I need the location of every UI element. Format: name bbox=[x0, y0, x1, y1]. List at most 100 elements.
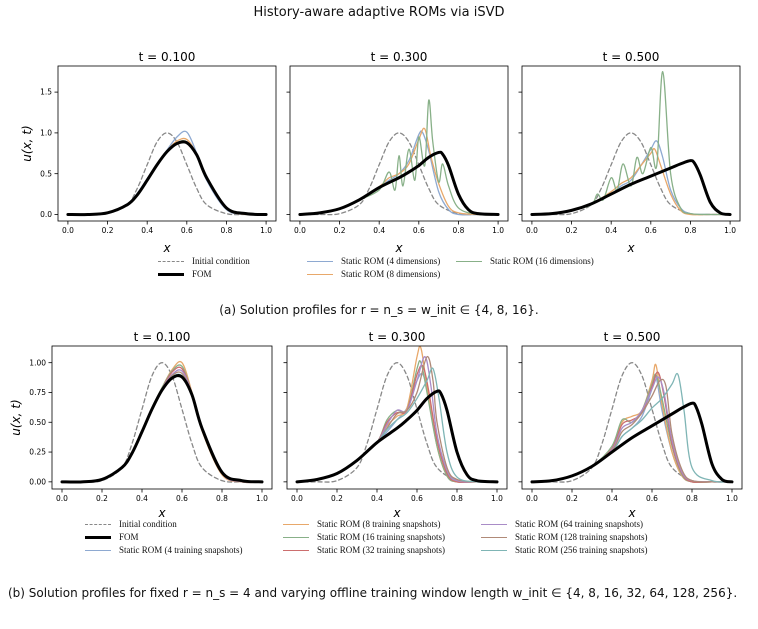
subplot-title: t = 0.500 bbox=[604, 330, 661, 344]
series-line-fom bbox=[530, 159, 732, 216]
series-line-static-rom-16-dimensions bbox=[299, 99, 499, 216]
legend-entry: Static ROM (64 training snapshots) bbox=[481, 519, 643, 529]
x-tick-label: 0.8 bbox=[451, 494, 463, 503]
series-line-fom bbox=[60, 374, 264, 484]
legend-row-a: Initial condition FOM Static ROM (4 dimens… bbox=[0, 254, 758, 284]
series-line-static-rom-32-training-snapshots bbox=[61, 366, 263, 484]
y-axis-label: u(x, t) bbox=[20, 125, 34, 161]
series-line-static-rom-16-training-snapshots bbox=[296, 360, 498, 483]
subplot-a-2: 0.0 0.2 0.4 0.6 0.8 1.0 t = 0.300 x bbox=[286, 50, 509, 255]
legend-label: Static ROM (256 training snapshots) bbox=[515, 545, 648, 555]
series-line-initial-condition bbox=[61, 362, 263, 483]
legend-entry: Initial condition bbox=[85, 519, 177, 529]
x-axis-label: x bbox=[627, 506, 636, 520]
x-tick-label: 0.4 bbox=[141, 226, 153, 235]
axes-frame bbox=[289, 65, 509, 222]
subplot-b-1: 0.0 0.2 0.4 0.6 0.8 1.0 0.00 0.25 0.50 0.75 1.00 t … bbox=[9, 330, 273, 520]
x-axis-label: x bbox=[392, 506, 401, 520]
legend-entry: FOM bbox=[158, 269, 212, 279]
legend-entry: Static ROM (8 dimensions) bbox=[307, 269, 440, 279]
subplot-b-2: 0.0 0.2 0.4 0.6 0.8 1.0 t = 0.300 x bbox=[283, 330, 508, 520]
legend-swatch bbox=[307, 273, 333, 275]
legend-label: FOM bbox=[192, 269, 212, 279]
legend-label: Static ROM (8 training snapshots) bbox=[317, 519, 441, 529]
series-line-initial-condition bbox=[299, 132, 499, 216]
x-tick-label: 0.4 bbox=[606, 494, 618, 503]
x-tick-label: 0.2 bbox=[96, 494, 108, 503]
series-line-static-rom-4-dimensions bbox=[299, 130, 499, 216]
series-line-static-rom-256-training-snapshots bbox=[296, 367, 498, 483]
legend-swatch bbox=[481, 523, 507, 525]
legend-label: FOM bbox=[119, 532, 139, 542]
x-tick-label: 0.6 bbox=[645, 226, 657, 235]
legend-swatch bbox=[481, 536, 507, 538]
series-line-fom bbox=[295, 389, 499, 484]
axes-frame bbox=[521, 345, 743, 490]
x-tick-label: 0.0 bbox=[526, 226, 538, 235]
x-tick-label: 0.2 bbox=[334, 226, 346, 235]
axes-frame bbox=[57, 65, 277, 222]
x-tick-label: 0.0 bbox=[62, 226, 74, 235]
y-tick-label: 1.0 bbox=[40, 128, 52, 137]
series-line-static-rom-16-training-snapshots bbox=[61, 364, 263, 484]
x-tick-label: 0.8 bbox=[216, 494, 228, 503]
legend-row-b: Initial condition FOM Static ROM (4 traini… bbox=[0, 517, 758, 561]
legend-entry: Static ROM (4 training snapshots) bbox=[85, 545, 243, 555]
x-tick-label: 1.0 bbox=[724, 226, 736, 235]
axes-frame bbox=[286, 345, 508, 490]
y-tick-label: 0.00 bbox=[29, 477, 46, 486]
axes-frame bbox=[521, 65, 741, 222]
y-tick-label: 1.00 bbox=[29, 358, 46, 367]
y-tick-label: 0.75 bbox=[29, 388, 46, 397]
legend-swatch bbox=[158, 260, 184, 262]
x-tick-label: 0.4 bbox=[373, 226, 385, 235]
legend-swatch bbox=[456, 260, 482, 262]
legend-label: Static ROM (64 training snapshots) bbox=[515, 519, 643, 529]
x-tick-label: 1.0 bbox=[491, 494, 503, 503]
legend-entry: Static ROM (16 dimensions) bbox=[456, 256, 594, 266]
x-tick-label: 0.4 bbox=[605, 226, 617, 235]
series-line-static-rom-8-training-snapshots bbox=[61, 360, 263, 484]
legend-label: Initial condition bbox=[192, 256, 250, 266]
x-tick-label: 0.6 bbox=[181, 226, 193, 235]
x-axis-label: x bbox=[162, 241, 171, 255]
x-tick-label: 0.2 bbox=[566, 226, 578, 235]
x-tick-label: 0.8 bbox=[220, 226, 232, 235]
series-line-fom bbox=[530, 401, 734, 484]
y-tick-label: 1.5 bbox=[40, 88, 52, 97]
legend-entry: Static ROM (16 training snapshots) bbox=[283, 532, 445, 542]
series-line-fom bbox=[298, 150, 500, 216]
subplot-title: t = 0.300 bbox=[371, 50, 428, 64]
x-tick-label: 0.6 bbox=[413, 226, 425, 235]
legend-swatch bbox=[283, 523, 309, 525]
x-tick-label: 0.8 bbox=[684, 226, 696, 235]
y-tick-label: 0.5 bbox=[40, 169, 52, 178]
caption-b: (b) Solution profiles for fixed r = n_s … bbox=[8, 586, 738, 600]
subplot-title: t = 0.100 bbox=[139, 50, 196, 64]
legend-entry: Static ROM (256 training snapshots) bbox=[481, 545, 648, 555]
x-tick-label: 0.8 bbox=[686, 494, 698, 503]
legend-entry: Static ROM (4 dimensions) bbox=[307, 256, 440, 266]
legend-entry: Static ROM (8 training snapshots) bbox=[283, 519, 441, 529]
subplot-a-3: 0.0 0.2 0.4 0.6 0.8 1.0 t = 0.500 x bbox=[518, 50, 741, 255]
figure-title: History-aware adaptive ROMs via iSVD bbox=[253, 5, 505, 20]
subplot-a-1: 0.0 0.2 0.4 0.6 0.8 1.0 0.0 0.5 1.0 1.5 t = 0.100 x… bbox=[20, 50, 277, 255]
series-line-initial-condition bbox=[531, 132, 731, 216]
x-tick-label: 1.0 bbox=[726, 494, 738, 503]
legend-swatch bbox=[307, 260, 333, 262]
x-tick-label: 0.6 bbox=[176, 494, 188, 503]
x-tick-label: 0.0 bbox=[56, 494, 68, 503]
legend-swatch bbox=[85, 523, 111, 525]
caption-a: (a) Solution profiles for r = n_s = w_in… bbox=[219, 303, 539, 317]
subplot-title: t = 0.500 bbox=[603, 50, 660, 64]
legend-swatch bbox=[481, 549, 507, 551]
series-line-static-rom-32-training-snapshots bbox=[296, 364, 498, 484]
x-axis-label: x bbox=[394, 241, 403, 255]
legend-label: Static ROM (8 dimensions) bbox=[341, 269, 441, 279]
y-tick-label: 0.25 bbox=[29, 448, 46, 457]
x-tick-label: 0.2 bbox=[102, 226, 114, 235]
subplot-b-3: 0.0 0.2 0.4 0.6 0.8 1.0 t = 0.500 x bbox=[518, 330, 743, 520]
y-tick-label: 0.50 bbox=[29, 418, 46, 427]
legend-label: Static ROM (4 dimensions) bbox=[341, 256, 441, 266]
